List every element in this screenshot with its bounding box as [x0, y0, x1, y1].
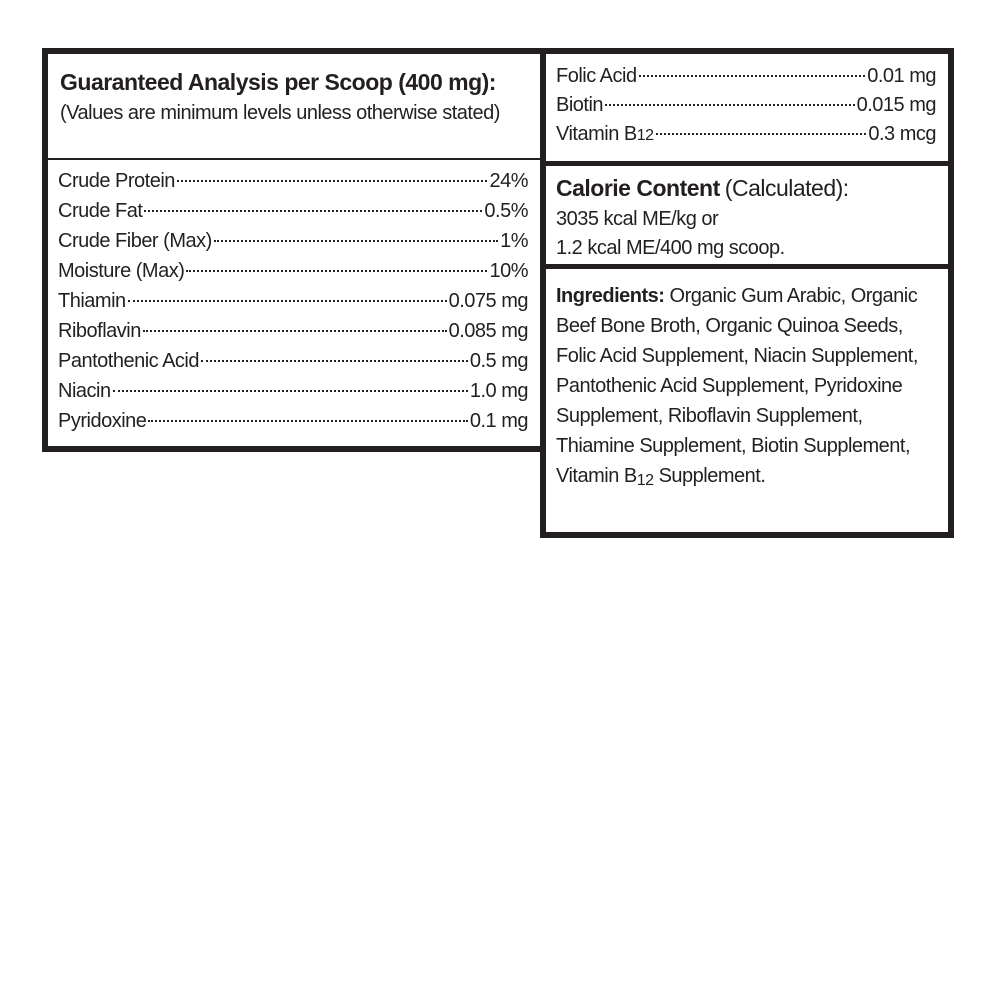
ingredients-tail: Supplement.	[658, 465, 766, 487]
right-box: Folic Acid 0.01 mg Biotin 0.015 mg Vitamin B…	[540, 48, 954, 538]
nutrient-value: 0.5 mg	[469, 350, 529, 372]
nutrient-value: 0.085 mg	[448, 320, 529, 342]
analysis-box: Guaranteed Analysis per Scoop (400 mg): …	[42, 48, 546, 452]
calorie-heading: Calorie Content	[556, 175, 720, 201]
nutrient-value: 1.0 mg	[469, 380, 529, 402]
analysis-note: (Values are minimum levels unless otherw…	[60, 102, 500, 124]
nutrient-name: Niacin	[58, 380, 111, 402]
nutrient-name: Thiamin	[58, 290, 126, 312]
nutrient-row: Niacin 1.0 mg	[58, 376, 529, 406]
nutrient-row: Vitamin B 12 0.3 mcg	[556, 120, 936, 149]
nutrient-row: Moisture (Max) 10%	[58, 256, 528, 286]
leader-dots	[142, 330, 447, 332]
nutrient-subscript: 12	[636, 127, 654, 144]
ingredients-section: Ingredients: Organic Gum Arabic, Organic…	[546, 269, 948, 496]
nutrient-value: 0.075 mg	[448, 290, 529, 312]
nutrient-name: Pyridoxine	[58, 410, 147, 432]
nutrient-row: Pantothenic Acid 0.5 mg	[58, 346, 529, 376]
nutrient-row: Pyridoxine 0.1 mg	[58, 406, 529, 436]
nutrient-name: Folic Acid	[556, 65, 637, 87]
leader-dots	[127, 300, 447, 302]
nutrient-name: Moisture (Max)	[58, 260, 185, 282]
nutrient-row: Folic Acid 0.01 mg	[556, 62, 936, 91]
calorie-section: Calorie Content (Calculated): 3035 kcal …	[546, 166, 948, 269]
nutrient-value: 1%	[500, 230, 528, 252]
ingredients-label: Ingredients:	[556, 285, 665, 307]
nutrient-name: Pantothenic Acid	[58, 350, 200, 372]
analysis-rows: Crude Protein 24% Crude Fat 0.5% Crude Fiber…	[48, 160, 540, 436]
calorie-line: 1.2 kcal ME/400 mg scoop.	[556, 237, 785, 259]
leader-dots	[186, 270, 488, 272]
leader-dots	[148, 420, 468, 422]
leader-dots	[605, 104, 855, 106]
nutrient-value: 24%	[489, 170, 528, 192]
nutrient-name: Biotin	[556, 94, 604, 116]
nutrient-row: Riboflavin 0.085 mg	[58, 316, 529, 346]
vitamin-rows: Folic Acid 0.01 mg Biotin 0.015 mg Vitamin B…	[546, 54, 948, 166]
nutrient-row: Thiamin 0.075 mg	[58, 286, 529, 316]
leader-dots	[655, 133, 867, 135]
nutrient-value: 0.1 mg	[469, 410, 529, 432]
nutrient-value: 0.3 mcg	[868, 123, 936, 145]
leader-dots	[144, 210, 483, 212]
nutrient-row: Crude Protein 24%	[58, 166, 528, 196]
leader-dots	[638, 75, 866, 77]
nutrient-value: 0.015 mg	[856, 94, 937, 116]
calorie-note: (Calculated):	[724, 175, 849, 201]
nutrient-name: Riboflavin	[58, 320, 141, 342]
nutrient-row: Biotin 0.015 mg	[556, 91, 937, 120]
nutrient-value: 0.5%	[484, 200, 528, 222]
nutrient-name: Vitamin B	[556, 123, 637, 145]
leader-dots	[201, 360, 468, 362]
nutrient-value: 0.01 mg	[867, 65, 936, 87]
nutrient-name: Crude Fat	[58, 200, 143, 222]
nutrient-name: Crude Protein	[58, 170, 175, 192]
nutrient-row: Crude Fiber (Max) 1%	[58, 226, 528, 256]
leader-dots	[213, 240, 499, 242]
nutrient-value: 10%	[489, 260, 528, 282]
calorie-line: 3035 kcal ME/kg or	[556, 208, 719, 230]
leader-dots	[112, 390, 468, 392]
analysis-header: Guaranteed Analysis per Scoop (400 mg): …	[48, 54, 540, 160]
analysis-title: Guaranteed Analysis per Scoop (400 mg):	[60, 69, 496, 95]
ingredients-text: Organic Gum Arabic, Organic Beef Bone Br…	[556, 285, 918, 487]
leader-dots	[176, 180, 488, 182]
ingredients-subscript: 12	[636, 472, 654, 489]
nutrient-name: Crude Fiber (Max)	[58, 230, 212, 252]
nutrient-row: Crude Fat 0.5%	[58, 196, 528, 226]
